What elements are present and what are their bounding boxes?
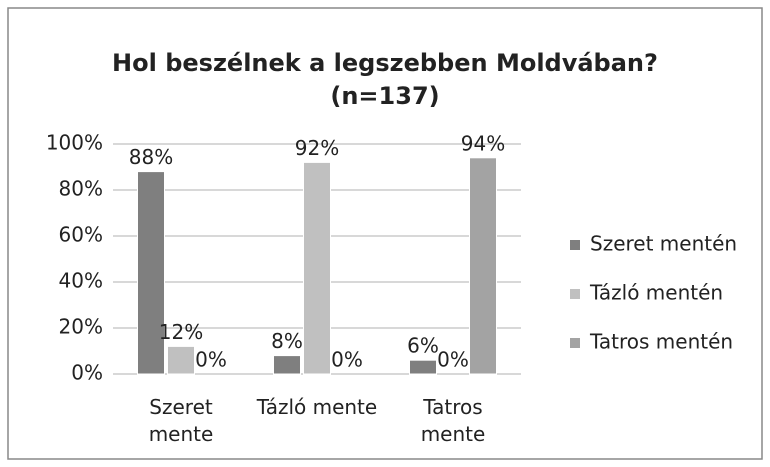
bar <box>167 345 195 375</box>
data-label: 12% <box>159 320 203 344</box>
chart-border <box>7 7 763 460</box>
data-label: 8% <box>271 329 303 353</box>
bar <box>303 161 331 375</box>
bar <box>469 157 497 375</box>
data-label: 94% <box>461 131 505 155</box>
y-tick-label: 40% <box>59 269 103 293</box>
legend-swatch <box>570 240 580 250</box>
data-label: 6% <box>407 334 439 358</box>
data-label: 88% <box>129 145 173 169</box>
y-tick-label: 0% <box>71 361 103 385</box>
bar <box>409 359 437 375</box>
legend-swatch <box>570 338 580 348</box>
bar <box>273 355 301 375</box>
x-tick-label: Tázló mente <box>256 395 378 419</box>
data-label: 92% <box>295 136 339 160</box>
y-tick-label: 100% <box>46 131 103 155</box>
chart-title: Hol beszélnek a legszebben Moldvában? <box>112 49 658 77</box>
data-label: 0% <box>331 348 363 372</box>
x-tick-label: Szeret mente <box>148 395 214 446</box>
x-tick-label: Tatros mente <box>420 395 486 446</box>
y-tick-label: 60% <box>59 223 103 247</box>
legend-label: Tázló mentén <box>589 281 723 305</box>
bar <box>137 171 165 375</box>
y-tick-label: 80% <box>59 177 103 201</box>
data-label: 0% <box>195 348 227 372</box>
y-tick-label: 20% <box>59 315 103 339</box>
chart-subtitle: (n=137) <box>330 82 439 110</box>
legend-label: Szeret mentén <box>590 232 737 256</box>
data-label: 0% <box>437 348 469 372</box>
legend-swatch <box>570 289 580 299</box>
legend-label: Tatros mentén <box>589 330 733 354</box>
